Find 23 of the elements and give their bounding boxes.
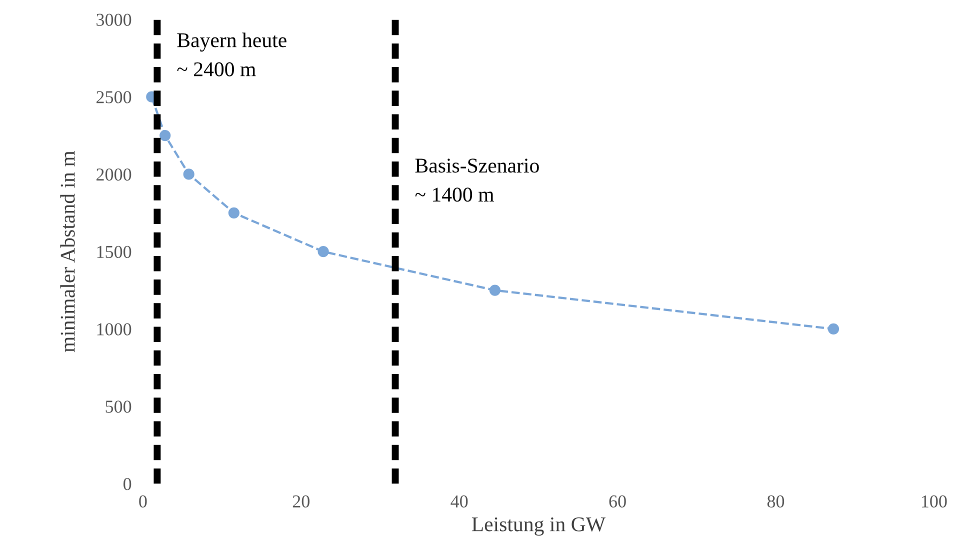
point	[828, 323, 840, 335]
ref-line-label: Bayern heute ~ 2400 m	[177, 32, 286, 76]
x-tick-label: 0	[139, 495, 147, 508]
point	[183, 168, 194, 180]
y-axis-title: minimaler Abstand in m	[60, 150, 75, 352]
ref-line-label: Basis-Szenario ~ 1400 m	[415, 158, 539, 202]
point	[228, 207, 240, 218]
point	[318, 246, 329, 258]
x-tick-label: 100	[922, 495, 947, 508]
x-tick-label: 20	[292, 495, 310, 508]
x-tick-label: 80	[767, 495, 784, 508]
y-tick-label: 0	[124, 478, 132, 490]
y-tick-label: 2500	[96, 91, 132, 104]
y-tick-label: 3000	[96, 14, 132, 26]
y-tick-label: 500	[106, 400, 132, 413]
y-tick-label: 1000	[97, 323, 132, 336]
x-tick-label: 40	[450, 495, 468, 508]
x-tick-label: 60	[609, 495, 626, 508]
point	[489, 284, 500, 296]
y-tick-label: 2000	[96, 168, 132, 181]
y-tick-label: 1500	[97, 246, 132, 258]
point	[160, 130, 171, 142]
x-axis-title: Leistung in GW	[472, 517, 606, 536]
